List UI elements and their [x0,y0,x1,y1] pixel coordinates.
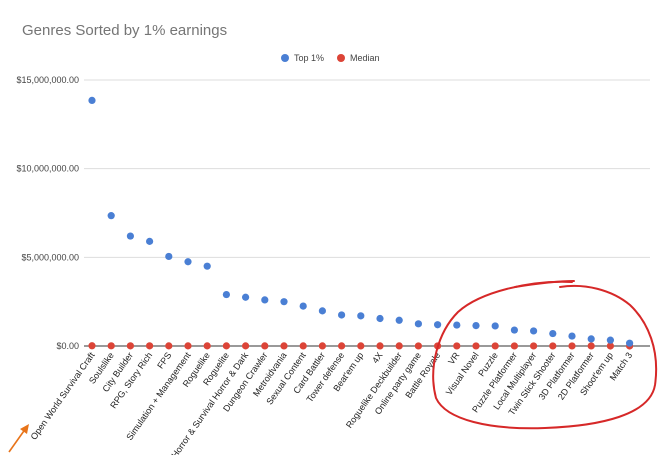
top-1pct-point[interactable] [299,302,307,310]
median-point[interactable] [184,342,192,350]
arrow-head [20,424,29,434]
top-1pct-point[interactable] [338,311,346,319]
top-1pct-point[interactable] [606,336,615,344]
median-point[interactable] [414,342,422,350]
top-1pct-point[interactable] [568,332,576,340]
top-1pct-point[interactable] [414,320,422,328]
legend-label: Top 1% [294,53,324,63]
median-point[interactable] [472,342,480,350]
annotations [8,280,658,453]
data-points [88,96,634,350]
top-1pct-point[interactable] [472,322,480,330]
legend-marker [281,54,289,62]
top-1pct-point[interactable] [357,312,365,320]
y-tick-label: $5,000,000.00 [21,252,79,262]
median-point[interactable] [280,342,288,350]
median-point[interactable] [376,342,384,350]
top-1pct-point[interactable] [203,262,211,270]
legend-label: Median [350,53,380,63]
top-1pct-point[interactable] [491,322,499,330]
top-1pct-point[interactable] [395,316,403,324]
y-tick-label: $15,000,000.00 [16,75,79,85]
top-1pct-point[interactable] [222,290,230,299]
median-point[interactable] [203,342,211,350]
top-1pct-point[interactable] [587,335,595,343]
median-point[interactable] [491,342,499,350]
top-1pct-point[interactable] [184,258,192,266]
median-point[interactable] [299,342,307,350]
y-axis-tick-labels: $0.00 $5,000,000.00 $10,000,000.00 $15,000,… [16,75,79,351]
median-point[interactable] [587,342,595,350]
legend: Top 1% Median [281,53,380,63]
top-1pct-point[interactable] [126,232,134,240]
x-tick-label: FPS [155,350,173,370]
top-1pct-point[interactable] [88,96,96,104]
top-1pct-point[interactable] [434,321,442,329]
legend-item[interactable]: Top 1% [281,53,324,63]
top-1pct-point[interactable] [510,326,518,334]
top-1pct-point[interactable] [626,339,634,347]
median-point[interactable] [165,342,173,350]
median-point[interactable] [357,342,365,350]
top-1pct-point[interactable] [318,307,326,315]
median-point[interactable] [338,342,346,350]
x-tick-label: Open World Survival Craft [29,350,97,442]
top-1pct-point[interactable] [280,298,288,306]
chart-title: Genres Sorted by 1% earnings [22,22,228,39]
median-point[interactable] [242,342,250,350]
top-1pct-point[interactable] [549,329,557,338]
median-point[interactable] [568,342,576,350]
legend-marker [337,54,345,62]
x-tick-label: 4X [370,350,385,365]
median-point[interactable] [530,342,538,350]
median-point[interactable] [549,342,557,350]
median-point[interactable] [395,342,403,350]
median-point[interactable] [126,342,134,350]
median-point[interactable] [222,342,230,350]
top-1pct-point[interactable] [530,327,538,335]
median-point[interactable] [606,342,615,350]
y-tick-label: $10,000,000.00 [16,164,79,174]
hand-drawn-circle [432,280,658,430]
median-point[interactable] [261,342,269,350]
median-point[interactable] [88,342,96,350]
top-1pct-point[interactable] [242,293,250,301]
hand-drawn-stroke [514,280,575,288]
median-point[interactable] [453,342,461,350]
x-tick-label: VR [446,350,462,366]
top-1pct-point[interactable] [107,212,115,220]
top-1pct-point[interactable] [376,314,384,323]
median-point[interactable] [146,342,154,350]
top-1pct-point[interactable] [261,296,269,304]
top-1pct-point[interactable] [165,252,173,261]
top-1pct-point[interactable] [146,237,154,245]
y-tick-label: $0.00 [56,341,79,351]
legend-item[interactable]: Median [337,53,380,63]
gridlines [84,79,650,347]
arrow-line [8,427,27,453]
median-point[interactable] [318,342,326,350]
top-1pct-point[interactable] [453,321,461,329]
median-point[interactable] [510,342,518,350]
median-point[interactable] [107,342,115,350]
